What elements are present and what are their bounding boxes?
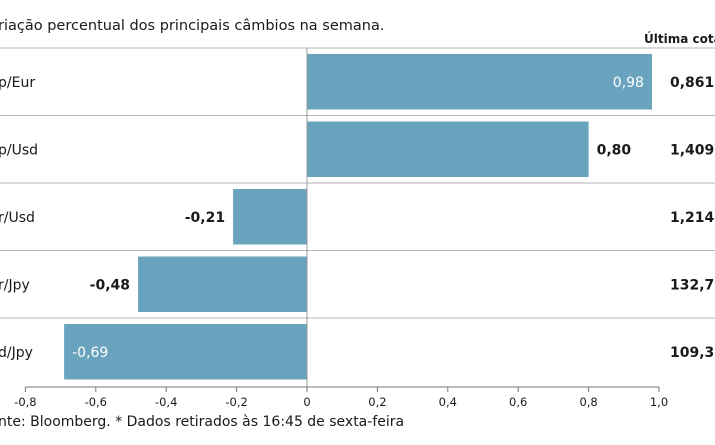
value-label: -0,48 bbox=[90, 277, 130, 293]
x-tick-label: 0,2 bbox=[368, 395, 386, 409]
x-tick-label: 0,6 bbox=[509, 395, 527, 409]
x-tick-label: 1,0 bbox=[650, 395, 668, 409]
source-note: nte: Bloomberg. * Dados retirados às 16:… bbox=[0, 414, 404, 430]
last-quote-header: Última cotaç bbox=[644, 31, 715, 46]
x-tick-label: -0,8 bbox=[14, 395, 36, 409]
value-label: 0,98 bbox=[613, 75, 644, 91]
last-quote-value: 109,35 bbox=[670, 345, 715, 361]
bar bbox=[307, 121, 589, 177]
category-label: r/Usd bbox=[0, 210, 35, 226]
value-label: -0,69 bbox=[72, 345, 108, 361]
last-quote-value: 132,76 bbox=[670, 277, 715, 293]
bar bbox=[233, 189, 307, 245]
x-tick-label: -0,6 bbox=[85, 395, 107, 409]
bar bbox=[307, 54, 652, 110]
category-label: p/Eur bbox=[0, 75, 35, 91]
last-quote-value: 1,4096 bbox=[670, 142, 715, 158]
category-label: r/Jpy bbox=[0, 277, 30, 293]
bar bbox=[64, 324, 308, 380]
category-label: d/Jpy bbox=[0, 345, 33, 361]
bar bbox=[138, 256, 307, 312]
value-label: 0,80 bbox=[597, 142, 632, 158]
x-tick-label: 0,8 bbox=[579, 395, 597, 409]
chart-subtitle: riação percentual dos principais câmbios… bbox=[0, 18, 384, 34]
last-quote-value: 1,2141 bbox=[670, 210, 715, 226]
x-tick-label: 0,4 bbox=[439, 395, 457, 409]
x-tick-label: -0,2 bbox=[225, 395, 247, 409]
last-quote-value: 0,86135 bbox=[670, 75, 715, 91]
value-label: -0,21 bbox=[185, 210, 225, 226]
x-tick-label: -0,4 bbox=[155, 395, 177, 409]
x-tick-label: 0 bbox=[303, 395, 310, 409]
category-label: p/Usd bbox=[0, 142, 38, 158]
